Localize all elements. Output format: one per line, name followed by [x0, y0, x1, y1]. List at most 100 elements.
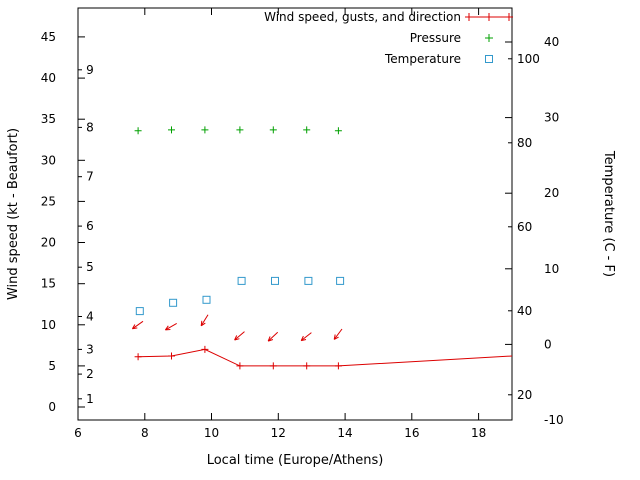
kt-tick-label: 0: [48, 400, 56, 414]
arrow-shaft: [200, 314, 209, 327]
arrow-head: [164, 325, 171, 331]
legend-plus-marker: [505, 13, 513, 21]
celsius-tick-label: 40: [544, 35, 559, 49]
x-tick-label: 14: [337, 426, 352, 440]
legend-plus-marker: [485, 34, 493, 42]
wind-speed-point: [303, 362, 311, 370]
kt-tick-label: 5: [48, 359, 56, 373]
x-tick-label: 8: [141, 426, 149, 440]
legend-entry-wind_speed: Wind speed, gusts, and direction: [264, 10, 513, 24]
series-pressure: [134, 126, 342, 135]
celsius-tick-label: 30: [544, 111, 559, 125]
y-left-axis-title: Wind speed (kt - Beaufort): [6, 128, 21, 300]
celsius-tick-label: 20: [544, 186, 559, 200]
arrow-shaft: [267, 331, 279, 342]
legend: Wind speed, gusts, and direction Pressure…: [264, 10, 513, 66]
wind-direction-arrow: [164, 322, 177, 331]
celsius-tick-label: -10: [544, 413, 564, 427]
wind-direction-arrow: [333, 328, 343, 340]
series-layer: [131, 126, 513, 370]
wind-direction-arrow: [234, 331, 245, 341]
y-right-axis-title: Temperature (C - F): [601, 150, 616, 277]
kt-tick-label: 15: [41, 277, 56, 291]
temperature-point: [237, 276, 246, 285]
wind-direction-arrow: [267, 331, 279, 342]
pressure-point: [168, 126, 175, 134]
wind-speed-point: [201, 345, 209, 353]
wind-direction-arrow: [131, 320, 144, 330]
kt-tick-label: 45: [41, 30, 56, 44]
arrow-shaft: [300, 332, 312, 341]
arrow-head: [200, 320, 206, 327]
legend-entry-pressure: Pressure: [410, 31, 493, 45]
pressure-point: [269, 126, 277, 134]
pressure-point: [134, 127, 142, 135]
arrow-shaft: [234, 331, 245, 341]
beaufort-tick-label: 7: [86, 170, 94, 184]
legend-plus-marker: [465, 13, 473, 21]
arrow-head: [333, 334, 339, 340]
temperature-point: [304, 276, 313, 285]
pressure-point: [201, 126, 209, 134]
wind-speed-line: [138, 348, 513, 367]
legend-label: Pressure: [410, 31, 461, 45]
axes-layer: 6 8 10 12 14 16 18051015202530354045123456789-…: [6, 7, 616, 468]
wind-speed-point: [236, 362, 244, 370]
kt-tick-label: 35: [41, 112, 56, 126]
arrow-shaft: [333, 328, 343, 340]
arrow-shaft: [165, 322, 177, 331]
arrow-head: [234, 335, 240, 341]
beaufort-tick-label: 3: [86, 342, 94, 356]
temperature-point: [336, 276, 345, 285]
fahrenheit-tick-label: 20: [517, 388, 532, 402]
fahrenheit-tick-label: 100: [517, 52, 540, 66]
kt-tick-label: 20: [41, 236, 56, 250]
pressure-point: [334, 127, 342, 135]
series-temperature: [135, 276, 345, 316]
series-wind-arrows: [131, 314, 343, 342]
beaufort-tick-label: 8: [86, 120, 94, 134]
legend-square-marker: [485, 55, 493, 63]
fahrenheit-tick-label: 80: [517, 136, 532, 150]
celsius-tick-label: 0: [544, 337, 552, 351]
pressure-point: [303, 126, 311, 134]
kt-tick-label: 40: [41, 71, 56, 85]
beaufort-tick-label: 4: [86, 310, 94, 324]
pressure-point: [236, 126, 244, 134]
series-wind-speed: [134, 345, 513, 370]
kt-tick-label: 10: [41, 318, 56, 332]
kt-tick-label: 30: [41, 153, 56, 167]
x-tick-label: 18: [471, 426, 486, 440]
fahrenheit-tick-label: 40: [517, 304, 532, 318]
temperature-point: [135, 307, 144, 316]
arrow-shaft: [132, 320, 144, 330]
beaufort-tick-label: 1: [86, 392, 94, 406]
x-tick-label: 16: [404, 426, 419, 440]
x-tick-label: 6: [74, 426, 82, 440]
x-axis-title: Local time (Europe/Athens): [207, 453, 384, 468]
plot-frame: [77, 7, 513, 421]
beaufort-tick-label: 5: [86, 260, 94, 274]
beaufort-tick-label: 9: [86, 63, 94, 77]
beaufort-tick-label: 2: [86, 367, 94, 381]
wind-direction-arrow: [300, 332, 312, 342]
legend-label: Temperature: [384, 52, 461, 66]
x-tick-label: 10: [204, 426, 219, 440]
legend-plus-marker: [485, 13, 493, 21]
x-tick-label: 12: [271, 426, 286, 440]
celsius-tick-label: 10: [544, 262, 559, 276]
fahrenheit-tick-label: 60: [517, 220, 532, 234]
temperature-point: [169, 298, 178, 307]
wind-direction-arrow: [200, 314, 209, 327]
temperature-point: [271, 276, 279, 285]
wind-speed-point: [168, 352, 175, 360]
kt-tick-label: 25: [41, 194, 56, 208]
wind-speed-point: [134, 353, 142, 361]
wind-speed-point: [269, 362, 277, 370]
legend-label: Wind speed, gusts, and direction: [264, 10, 461, 24]
beaufort-tick-label: 6: [86, 219, 94, 233]
arrow-head: [267, 336, 274, 342]
